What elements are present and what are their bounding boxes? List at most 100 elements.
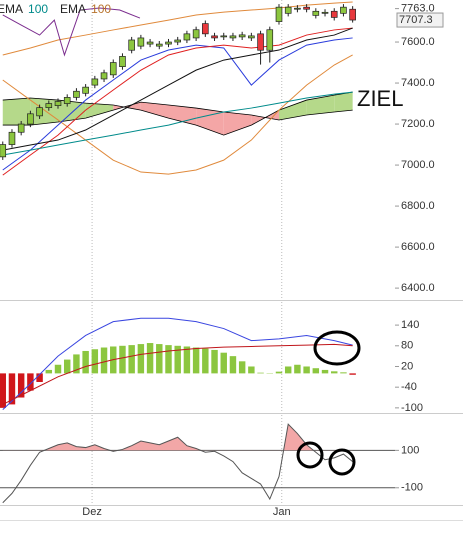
cloud-segment <box>140 102 169 119</box>
histogram-bar <box>294 364 301 374</box>
cloud-segment <box>223 111 252 136</box>
histogram-bar <box>349 373 356 375</box>
histogram-bar <box>73 354 80 374</box>
candle-body <box>91 78 99 86</box>
cloud-segment <box>278 100 307 120</box>
histogram-bar <box>27 373 34 391</box>
histogram-bar <box>63 359 71 374</box>
y-tick-label: 80 <box>401 340 413 352</box>
candle-body <box>45 103 53 109</box>
histogram-bar <box>312 368 320 374</box>
y-tick-label: 6400.0 <box>401 282 435 294</box>
histogram-bar <box>202 348 209 374</box>
candle-body <box>73 90 80 98</box>
y-tick-label: 7000.0 <box>401 159 435 171</box>
histogram-bar <box>119 345 126 374</box>
y-tick-label: 7200.0 <box>401 118 435 130</box>
indicator-line <box>2 7 141 57</box>
histogram-bar <box>156 344 163 374</box>
candle-body <box>202 23 209 35</box>
histogram-bar <box>321 369 329 374</box>
y-tick-label: 20 <box>401 360 413 372</box>
histogram-bar <box>331 371 338 374</box>
histogram-bar <box>275 371 283 374</box>
y-tick-label: 140 <box>401 319 419 331</box>
candle-body <box>146 41 154 45</box>
histogram-bar <box>17 373 25 398</box>
histogram-bar <box>192 347 200 374</box>
cloud-segment <box>306 95 335 116</box>
candle-body <box>192 29 200 39</box>
histogram-bar <box>165 345 172 374</box>
candle-body <box>174 39 182 43</box>
cloud-segment <box>2 98 31 126</box>
y-tick-label: 6600.0 <box>401 241 435 253</box>
histogram-bar <box>220 352 227 374</box>
histogram-bar <box>340 372 347 374</box>
candle-body <box>312 10 320 16</box>
candle-body <box>36 107 43 117</box>
histogram-bar <box>54 364 62 374</box>
candle-body <box>82 86 89 94</box>
candle-body <box>54 101 62 106</box>
y-tick-label: 100 <box>401 444 419 456</box>
histogram-bar <box>284 366 292 374</box>
histogram-bar <box>82 350 89 374</box>
histogram-bar <box>257 372 264 374</box>
panel <box>0 317 356 410</box>
candle-body <box>248 35 255 39</box>
candle-body <box>340 6 347 14</box>
indicator-line <box>2 343 353 405</box>
candle-body <box>165 41 172 45</box>
candle-body <box>266 29 274 51</box>
histogram-bar <box>128 345 135 374</box>
cloud-segment <box>196 108 224 136</box>
histogram-bar <box>183 346 191 374</box>
histogram-bar <box>0 373 6 408</box>
histogram-bar <box>100 347 108 374</box>
indicator-line <box>2 1 353 56</box>
candle-body <box>284 6 292 14</box>
candle-body <box>119 56 126 67</box>
candle-body <box>238 34 246 38</box>
candle-body <box>137 37 145 47</box>
y-tick-label: 6800.0 <box>401 200 435 212</box>
candle-body <box>183 33 191 41</box>
candle-body <box>17 123 25 133</box>
y-tick-label: 7763.0 <box>401 3 435 15</box>
plot-layer: Dez Jan 7763.0 7600.0 7400.0 7200.0 7000.0 6800… <box>0 0 444 518</box>
candle-body <box>229 35 237 39</box>
candle-body <box>349 8 356 21</box>
histogram-bar <box>91 349 99 374</box>
histogram-bar <box>146 343 154 374</box>
histogram-bar <box>174 345 181 374</box>
legend-period: 100 <box>28 2 48 16</box>
histogram-bar <box>8 373 16 405</box>
legend-name: EMA <box>0 2 23 16</box>
highlight-circle <box>328 448 356 476</box>
y-tick-label: 7400.0 <box>401 77 435 89</box>
indicator-line <box>2 91 353 156</box>
y-tick-label: -100 <box>401 482 423 494</box>
cloud-segment <box>334 92 353 112</box>
indicator-line <box>2 27 353 151</box>
histogram-bar <box>137 344 145 374</box>
indicator-line <box>2 27 353 176</box>
highlight-circle <box>296 441 324 469</box>
candle-body <box>330 10 338 18</box>
y-tick-label: -40 <box>401 381 417 393</box>
indicator-line <box>2 37 353 171</box>
candle-body <box>275 6 283 22</box>
candle-body <box>128 39 135 51</box>
candle-body <box>257 33 264 51</box>
histogram-bar <box>238 361 246 374</box>
price-tag-label: 7707.3 <box>399 14 433 26</box>
panel <box>0 423 395 504</box>
x-tick-label: Dez <box>82 506 102 518</box>
candle-body <box>211 35 218 39</box>
candle-body <box>8 131 16 145</box>
candle-body <box>155 43 163 47</box>
legend-period: 100 <box>91 2 111 16</box>
